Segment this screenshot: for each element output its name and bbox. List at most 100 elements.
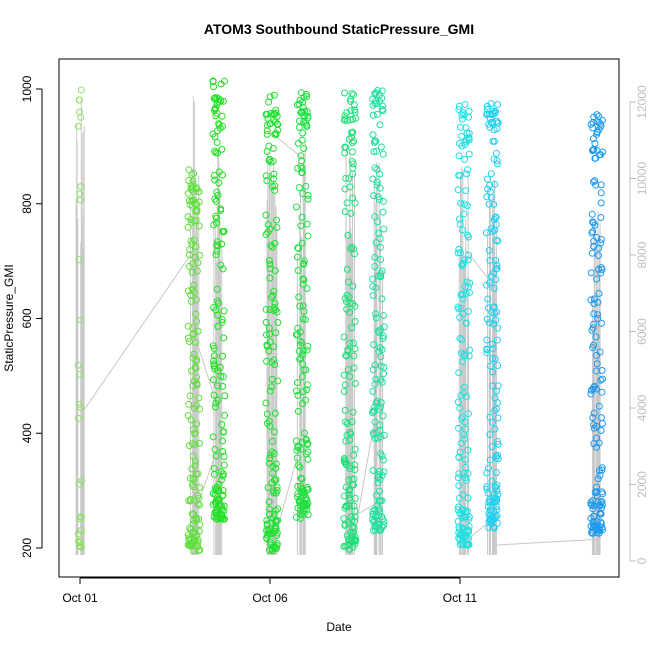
data-point (370, 192, 378, 200)
data-point (465, 129, 473, 137)
data-point (350, 364, 358, 372)
data-point (267, 241, 275, 249)
data-point (76, 371, 84, 379)
data-point (294, 324, 302, 332)
data-point (340, 333, 348, 341)
data-point (303, 284, 311, 292)
data-point (458, 111, 466, 119)
data-point (210, 362, 218, 370)
data-point (298, 475, 306, 483)
data-point (268, 437, 276, 445)
data-point (299, 351, 307, 359)
data-point (491, 483, 499, 491)
data-point (299, 347, 307, 355)
data-point (455, 482, 463, 490)
data-point (488, 340, 496, 348)
data-point (343, 503, 351, 511)
transit-line-layer (81, 134, 597, 551)
data-point (459, 525, 467, 533)
data-point (213, 285, 221, 293)
data-point (490, 200, 498, 208)
data-point (186, 392, 194, 400)
data-point (262, 331, 270, 339)
data-point (587, 269, 595, 277)
data-point (294, 244, 302, 252)
data-point (193, 356, 201, 364)
data-point (588, 501, 596, 509)
data-point (371, 213, 379, 221)
data-point (492, 213, 500, 221)
data-point (263, 410, 271, 418)
data-point (488, 477, 496, 485)
data-point (213, 109, 221, 117)
data-point (193, 317, 201, 325)
data-point (494, 451, 502, 459)
data-point (211, 147, 219, 155)
data-point (596, 348, 604, 356)
data-point (588, 210, 596, 218)
y-tick-label-right: 0 (635, 557, 649, 564)
data-point (371, 90, 379, 98)
data-point (75, 108, 83, 116)
data-point (340, 542, 348, 550)
data-point (493, 125, 501, 133)
y-tick-label-left: 400 (20, 423, 34, 443)
data-point (373, 501, 381, 509)
data-point (483, 110, 491, 118)
data-point (262, 399, 270, 407)
data-point (194, 327, 202, 335)
data-point (185, 534, 193, 542)
data-point (218, 318, 226, 326)
y-tick-label-right: 10000 (635, 161, 649, 195)
data-point (214, 487, 222, 495)
data-point (459, 295, 467, 303)
data-point (274, 505, 282, 513)
data-point (349, 528, 357, 536)
data-point (343, 199, 351, 207)
data-point (302, 366, 310, 374)
data-point (378, 105, 386, 113)
data-point (185, 251, 193, 259)
data-point (303, 121, 311, 129)
data-point (298, 339, 306, 347)
data-point (459, 259, 467, 267)
data-point (76, 190, 84, 198)
data-point (76, 196, 84, 204)
data-point (462, 187, 470, 195)
data-point (486, 181, 494, 189)
data-point (458, 415, 466, 423)
data-point (346, 308, 354, 316)
data-point (341, 504, 349, 512)
data-point (346, 339, 354, 347)
data-point (209, 500, 217, 508)
data-point (494, 100, 502, 108)
data-point (595, 252, 603, 260)
data-point (597, 213, 605, 221)
y-tick-label-left: 600 (20, 308, 34, 328)
x-tick-label: Oct 06 (252, 591, 288, 605)
data-point (375, 229, 383, 237)
data-point (294, 267, 302, 275)
data-point (465, 134, 473, 142)
data-point (371, 506, 379, 514)
data-point (587, 501, 595, 509)
data-point (193, 516, 201, 524)
data-point (492, 265, 500, 273)
data-point (270, 343, 278, 351)
data-point (593, 360, 601, 368)
data-point (494, 362, 502, 370)
data-point (465, 535, 473, 543)
data-point (346, 537, 354, 545)
data-point (294, 482, 302, 490)
data-point (195, 198, 203, 206)
data-point (595, 265, 603, 273)
data-point (489, 368, 497, 376)
data-point (493, 160, 501, 168)
data-point (190, 547, 198, 555)
data-point (456, 220, 464, 228)
data-point (455, 245, 463, 253)
data-point (464, 494, 472, 502)
data-point (293, 253, 301, 261)
data-point (594, 475, 602, 483)
data-point (303, 441, 311, 449)
